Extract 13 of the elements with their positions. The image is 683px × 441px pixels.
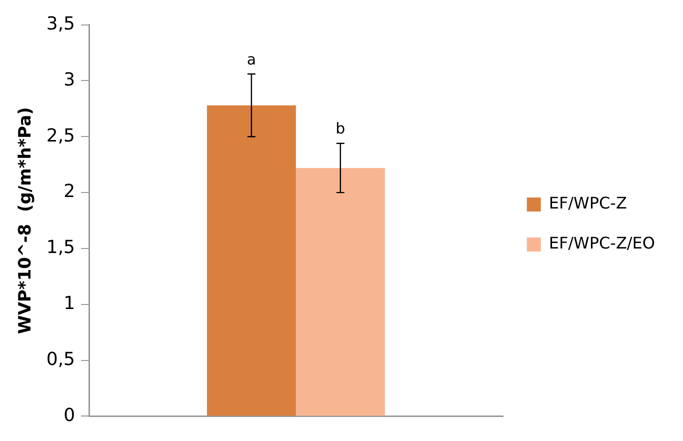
y-axis-title: WVP*10^-8 (g/m*h*Pa)	[16, 107, 36, 334]
y-tick-label: 3,5	[46, 13, 76, 34]
legend-label: EF/WPC-Z/EO	[548, 234, 655, 253]
y-tick-label: 0,5	[46, 348, 76, 370]
y-tick-label: 3	[64, 69, 76, 90]
y-tick-label: 0	[64, 404, 76, 426]
y-tick-label: 1,5	[46, 237, 76, 258]
annotation: b	[336, 120, 346, 138]
y-tick-label: 2,5	[46, 125, 76, 146]
y-tick-label: 1	[64, 293, 76, 314]
legend-label: EF/WPC-Z	[548, 194, 627, 213]
y-tick-label: 2	[64, 181, 76, 202]
annotation: a	[246, 50, 256, 68]
